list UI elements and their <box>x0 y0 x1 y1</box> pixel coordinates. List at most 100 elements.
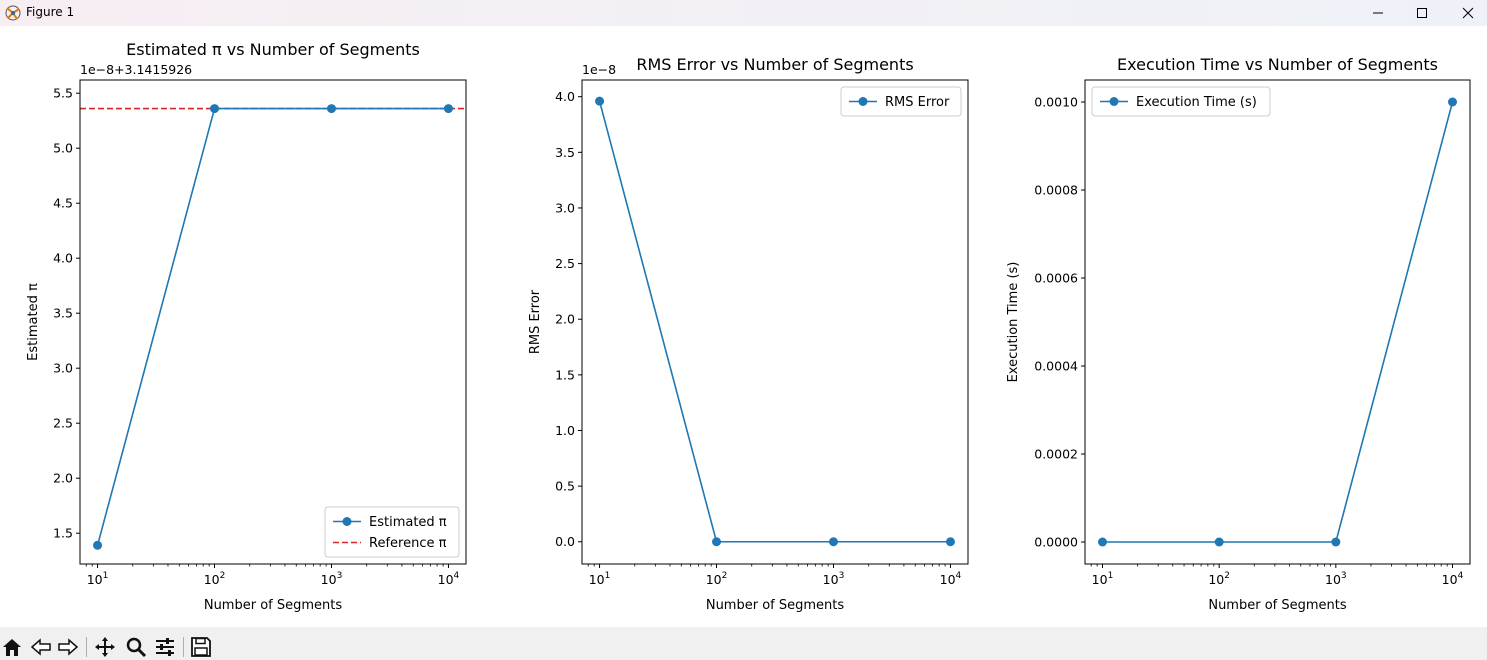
y-tick-label: 1.5 <box>53 526 73 541</box>
window-titlebar: Figure 1 <box>0 0 1487 26</box>
pan-button[interactable] <box>93 635 117 659</box>
data-point <box>443 104 453 114</box>
axis-offset-text: 1e−8 <box>582 62 616 77</box>
data-point <box>945 537 955 547</box>
data-point <box>1448 97 1457 107</box>
y-tick-label: 2.5 <box>53 416 73 431</box>
y-tick-label: 3.5 <box>53 306 73 321</box>
minimize-icon <box>1373 12 1383 14</box>
save-button[interactable] <box>189 635 213 659</box>
y-tick-label: 0.0 <box>555 534 575 549</box>
y-tick-label: 4.0 <box>555 89 575 104</box>
data-point <box>326 104 336 114</box>
forward-button[interactable] <box>56 635 80 659</box>
maximize-icon <box>1417 8 1427 18</box>
y-tick-label: 4.5 <box>53 196 73 211</box>
legend: Execution Time (s) <box>1091 86 1271 117</box>
y-tick-label: 0.5 <box>555 479 575 494</box>
x-tick-label: 102 <box>706 571 728 587</box>
configure-subplots-icon <box>156 638 174 656</box>
figure-canvas: Estimated π vs Number of Segments 1e−8+3.… <box>0 26 1487 627</box>
data-point <box>828 537 838 547</box>
charts-svg: Estimated π vs Number of Segments 1e−8+3.… <box>26 40 1471 613</box>
y-tick-label: 3.0 <box>555 200 575 215</box>
y-tick-label: 0.0002 <box>1034 447 1078 462</box>
x-tick-label: 102 <box>204 571 226 587</box>
legend-label: RMS Error <box>885 95 950 110</box>
chart-title: RMS Error vs Number of Segments <box>636 55 913 74</box>
back-button[interactable] <box>29 635 53 659</box>
y-axis-label: Execution Time (s) <box>1006 262 1021 383</box>
x-tick-label: 103 <box>321 571 343 587</box>
y-tick-label: 2.0 <box>53 471 73 486</box>
data-point <box>210 104 220 114</box>
x-tick-label: 103 <box>1325 571 1347 587</box>
maximize-button[interactable] <box>1399 0 1445 26</box>
toolbar-separator <box>86 637 87 657</box>
legend-marker <box>342 517 352 526</box>
legend-label: Estimated π <box>369 515 447 530</box>
data-point <box>1331 537 1341 547</box>
toolbar-separator <box>183 637 184 657</box>
data-point <box>1098 537 1107 547</box>
data-point <box>712 537 722 547</box>
chart-3: Execution Time vs Number of Segments 0.00… <box>1006 55 1471 613</box>
x-tick-label: 102 <box>1208 571 1230 587</box>
x-axis-label: Number of Segments <box>204 598 343 613</box>
legend: Estimated π Reference π <box>324 506 460 558</box>
chart-1: Estimated π vs Number of Segments 1e−8+3.… <box>26 40 467 613</box>
axes-frame <box>581 79 969 565</box>
x-tick-label: 104 <box>940 571 962 587</box>
axes-frame <box>1084 79 1471 565</box>
legend-label: Execution Time (s) <box>1136 95 1257 110</box>
home-button[interactable] <box>0 635 24 659</box>
close-button[interactable] <box>1445 0 1487 26</box>
legend-label: Reference π <box>369 536 447 551</box>
data-point <box>595 96 605 106</box>
x-tick-label: 101 <box>589 571 611 587</box>
pan-move-icon <box>95 637 115 657</box>
y-tick-label: 3.0 <box>53 361 73 376</box>
chart-title: Estimated π vs Number of Segments <box>126 40 420 59</box>
y-tick-label: 5.0 <box>53 141 73 156</box>
minimize-button[interactable] <box>1355 0 1401 26</box>
series-line <box>96 107 449 546</box>
chart-title: Execution Time vs Number of Segments <box>1117 55 1438 74</box>
x-axis-label: Number of Segments <box>706 598 845 613</box>
y-tick-label: 0.0000 <box>1034 535 1078 550</box>
y-tick-label: 0.0010 <box>1034 95 1078 110</box>
series-line <box>1102 101 1454 543</box>
forward-arrow-icon <box>58 638 79 656</box>
legend: RMS Error <box>840 86 962 117</box>
legend-box <box>840 86 962 117</box>
legend-marker <box>1109 97 1119 106</box>
y-tick-label: 1.5 <box>555 367 575 382</box>
matplotlib-app-icon <box>5 5 21 21</box>
back-arrow-icon <box>30 638 51 656</box>
home-icon <box>3 639 21 656</box>
x-tick-label: 101 <box>87 571 109 587</box>
configure-subplots-button[interactable] <box>153 635 177 659</box>
axis-offset-text: 1e−8+3.1415926 <box>80 62 192 77</box>
legend-box <box>324 506 460 558</box>
x-tick-label: 104 <box>1442 571 1464 587</box>
series-line <box>598 100 951 543</box>
close-icon <box>1462 7 1474 19</box>
y-tick-label: 5.5 <box>53 86 73 101</box>
y-tick-label: 0.0006 <box>1034 271 1078 286</box>
axes-frame <box>79 79 467 565</box>
y-tick-label: 0.0008 <box>1034 183 1078 198</box>
save-floppy-icon <box>191 637 211 657</box>
legend-box <box>1091 86 1271 117</box>
x-tick-label: 104 <box>438 571 460 587</box>
zoom-button[interactable] <box>124 635 148 659</box>
zoom-magnifier-icon <box>126 637 147 658</box>
x-axis-label: Number of Segments <box>1208 598 1347 613</box>
y-tick-label: 2.5 <box>555 256 575 271</box>
data-point <box>1214 537 1224 547</box>
y-tick-label: 3.5 <box>555 145 575 160</box>
chart-2: RMS Error vs Number of Segments 1e−8 0.0 0.… <box>528 55 969 613</box>
legend-marker <box>858 97 868 106</box>
window-title: Figure 1 <box>26 5 75 19</box>
y-axis-label: RMS Error <box>528 289 543 354</box>
